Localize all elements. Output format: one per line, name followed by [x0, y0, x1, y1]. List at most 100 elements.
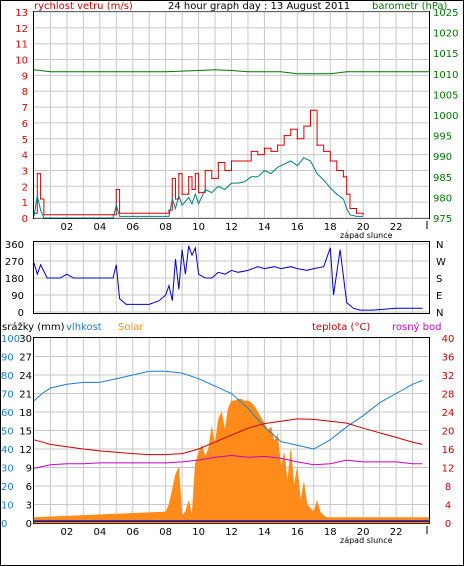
wind-gust-point: [296, 138, 298, 140]
wind-tick-10: 10: [15, 56, 28, 67]
compass-tick-N-0: N: [436, 240, 443, 251]
humidity-axis-label: vlhkost: [66, 322, 102, 333]
temperature-tick-8: 8: [445, 482, 451, 493]
wind-gust-point: [171, 177, 173, 179]
temperature-y-ticks: 0 4 8 12 16 20 24 28 32 36 40: [442, 334, 455, 530]
x-tick-12: 12: [225, 222, 238, 233]
climate-x-ticks: 02 04 06 08 10 12 14 16 18 20 22: [61, 526, 428, 538]
direction-y-ticks: 0 90 180 270 360: [5, 240, 24, 319]
wind-gust-point: [194, 173, 196, 175]
pressure-tick-995: 995: [433, 132, 452, 143]
compass-tick-E-3: E: [436, 291, 442, 302]
wind-gust-point: [174, 198, 177, 200]
wind-tick-2: 2: [22, 182, 28, 193]
humidity-tick-60: 60: [1, 408, 14, 419]
x-tick-20: 20: [357, 527, 370, 538]
pressure-tick-975: 975: [433, 214, 452, 225]
humidity-tick-70: 70: [1, 390, 14, 401]
wind-gust-point: [36, 173, 38, 175]
wind-average-series: [33, 157, 364, 219]
wind-gust-point: [342, 176, 345, 178]
temperature-tick-36: 36: [442, 353, 455, 364]
graph-title: 24 hour graph day : 13 August 2011: [168, 1, 350, 12]
rain-tick-27: 27: [19, 353, 32, 364]
rain-tick-18: 18: [19, 408, 32, 419]
x-tick-06: 06: [126, 222, 139, 233]
humidity-tick-20: 20: [1, 482, 14, 493]
dewpoint-series: [33, 454, 423, 469]
compass-tick-W-1: W: [436, 257, 446, 268]
compass-tick-S-2: S: [436, 274, 442, 285]
wind-tick-4: 4: [22, 151, 28, 162]
wind-gust-point: [362, 214, 364, 216]
humidity-tick-80: 80: [1, 371, 14, 382]
wind-gust-point: [316, 144, 318, 146]
pressure-series: [33, 69, 429, 75]
wind-axis-label: rychlost vetru (m/s): [34, 1, 133, 12]
wind-gust-point: [115, 188, 117, 191]
rain-tick-21: 21: [19, 390, 32, 401]
pressure-tick-1005: 1005: [433, 90, 458, 101]
pressure-tick-985: 985: [433, 173, 452, 184]
rain-tick-15: 15: [19, 427, 32, 438]
wind-gust-point: [211, 177, 213, 179]
x-tick-02: 02: [61, 527, 74, 538]
temperature-line: [33, 418, 423, 456]
sunset-annotation-top: západ slunce: [340, 231, 393, 240]
wind-gust-point: [230, 160, 233, 162]
x-tick-08: 08: [159, 527, 172, 538]
wind-tick-6: 6: [22, 119, 28, 130]
x-tick-08: 08: [159, 222, 172, 233]
x-tick-22: 22: [390, 527, 403, 538]
x-tick-02: 02: [61, 222, 74, 233]
wind-gust-point: [263, 147, 266, 149]
x-tick-22: 22: [390, 222, 403, 233]
x-tick-14: 14: [258, 527, 271, 538]
pressure-tick-1015: 1015: [433, 49, 458, 60]
wind-tick-11: 11: [15, 40, 28, 51]
wind-gridlines: [34, 11, 429, 219]
pressure-tick-990: 990: [433, 152, 452, 163]
wind-gust-point: [197, 192, 200, 194]
solar-area: [33, 398, 430, 524]
humidity-series: [33, 370, 423, 450]
wind-gust-point: [224, 169, 226, 172]
dewpoint-axis-label: rosný bod: [392, 321, 441, 333]
pressure-axis-label: barometr (hPa): [372, 1, 448, 12]
x-tick-10: 10: [192, 527, 205, 538]
rain-y-ticks: 0 3 6 9 12 15 18 21 24 27 30: [19, 334, 32, 530]
wind-gust-point: [237, 160, 239, 162]
temperature-tick-40: 40: [442, 334, 455, 345]
pressure-tick-1000: 1000: [433, 111, 458, 122]
rain-tick-9: 9: [26, 464, 32, 475]
wind-gust-point: [250, 150, 252, 153]
rain-tick-30: 30: [19, 334, 32, 345]
direction-tick-0: 0: [18, 308, 24, 319]
rain-tick-12: 12: [19, 445, 32, 456]
wind-gust-point: [329, 160, 331, 162]
wind-gust-point: [244, 160, 246, 162]
x-tick-06: 06: [126, 527, 139, 538]
humidity-tick-40: 40: [1, 445, 14, 456]
x-tick-04: 04: [93, 222, 106, 233]
wind-tick-0: 0: [22, 214, 28, 225]
wind-tick-9: 9: [22, 71, 28, 82]
rain-tick-3: 3: [26, 501, 32, 512]
wind-tick-5: 5: [22, 135, 28, 146]
temperature-tick-20: 20: [442, 427, 455, 438]
temperature-tick-12: 12: [442, 464, 455, 475]
x-tick-20: 20: [357, 222, 370, 233]
wind-average-line: [33, 157, 364, 219]
solar-axis-label: Solar: [118, 322, 144, 333]
pressure-tick-1020: 1020: [433, 29, 458, 40]
temperature-tick-0: 0: [445, 519, 451, 530]
pressure-tick-1025: 1025: [433, 8, 458, 19]
solar-series: [33, 398, 430, 524]
wind-tick-13: 13: [15, 8, 28, 19]
temperature-tick-28: 28: [442, 390, 455, 401]
wind-gust-point: [303, 125, 305, 127]
